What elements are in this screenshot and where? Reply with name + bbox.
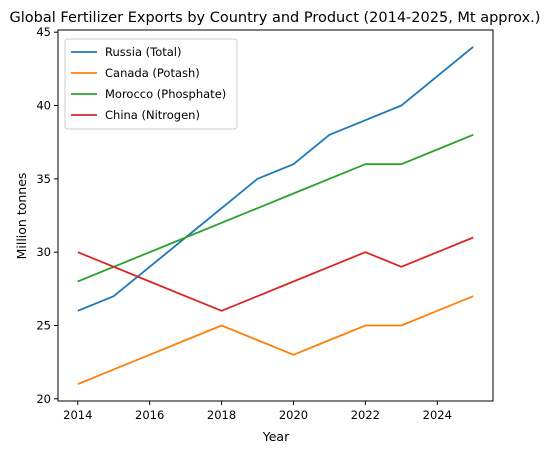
y-tick-label: 30 xyxy=(36,245,51,259)
y-tick-label: 25 xyxy=(36,318,51,332)
legend-label: Canada (Potash) xyxy=(105,66,200,80)
y-tick-label: 35 xyxy=(36,172,51,186)
x-tick-label: 2014 xyxy=(63,408,92,422)
legend-label: Morocco (Phosphate) xyxy=(105,87,226,101)
y-tick-label: 45 xyxy=(36,25,51,39)
series-line xyxy=(77,46,474,312)
x-tick-label: 2024 xyxy=(423,408,452,422)
y-tick-label: 40 xyxy=(36,99,51,113)
legend-box xyxy=(64,38,238,130)
legend-label: China (Nitrogen) xyxy=(105,108,200,122)
x-tick-label: 2020 xyxy=(279,408,308,422)
series-lines xyxy=(77,46,474,385)
y-axis: 20 25 30 35 40 45 xyxy=(36,25,58,406)
legend-label: Russia (Total) xyxy=(105,45,181,59)
series-line xyxy=(77,134,474,283)
x-tick-label: 2022 xyxy=(351,408,380,422)
x-tick-label: 2016 xyxy=(135,408,164,422)
series-line xyxy=(77,295,474,385)
x-tick-label: 2018 xyxy=(207,408,236,422)
series-line xyxy=(77,236,474,312)
x-axis-label: Year xyxy=(262,429,290,444)
legend: Russia (Total) Canada (Potash) Morocco (Ph… xyxy=(64,38,238,130)
y-tick-label: 20 xyxy=(36,392,51,406)
y-axis-label: Million tonnes xyxy=(14,173,29,260)
x-axis: 2014 2016 2018 2020 2022 2024 xyxy=(63,401,452,422)
plot-frame xyxy=(57,29,494,402)
chart-title: Global Fertilizer Exports by Country and… xyxy=(10,10,541,26)
